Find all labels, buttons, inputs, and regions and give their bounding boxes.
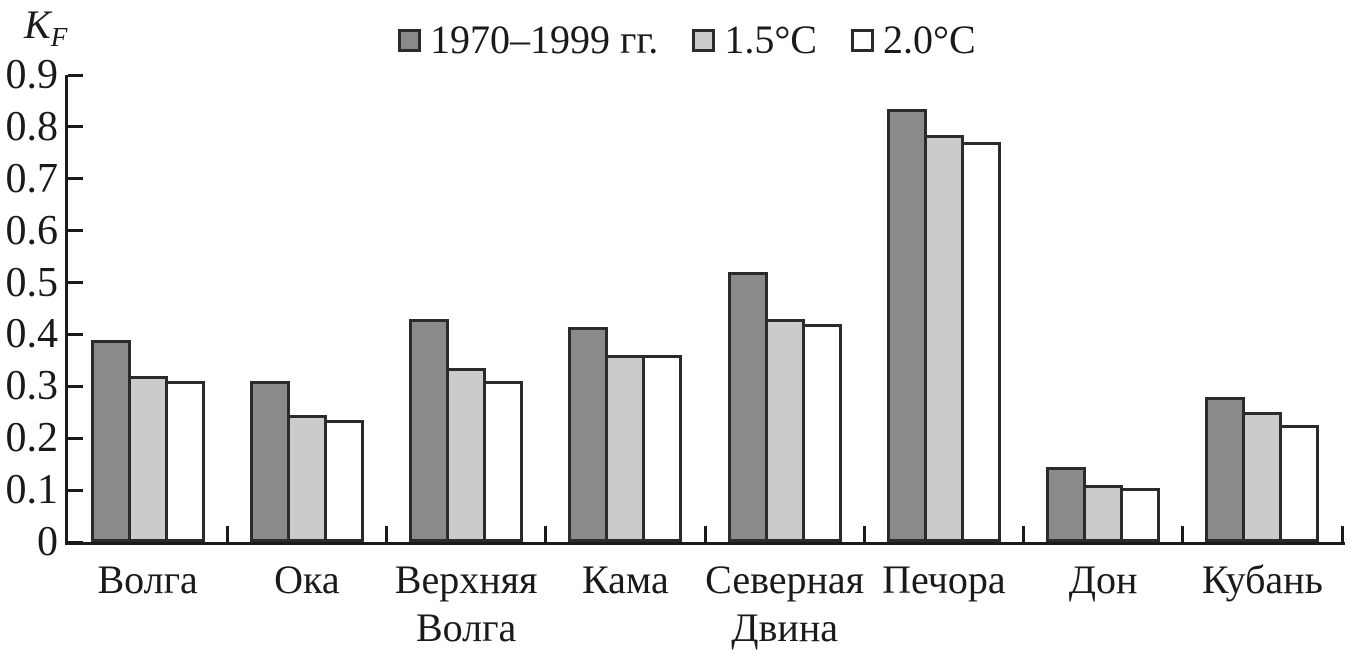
x-category-label: Кама [582, 557, 669, 602]
bar-Ока-1.5°C [286, 415, 327, 542]
legend-label: 1.5°C [724, 17, 817, 62]
legend-item-3: 2.0°C [851, 18, 976, 62]
y-axis-tick [68, 332, 83, 336]
x-category-label: Печора [882, 557, 1006, 602]
bar-Волга-1970–1999 гг. [90, 340, 131, 542]
x-axis-line [65, 542, 1345, 545]
legend-swatch-icon [692, 28, 716, 52]
bar-Кама-1.5°C [605, 355, 646, 542]
legend-swatch-icon [851, 28, 874, 52]
y-axis-tick [68, 436, 83, 440]
x-category-label: Волга [97, 557, 198, 602]
bar-Ока-1970–1999 гг. [249, 381, 290, 542]
legend-item-2: 1.5°C [692, 18, 817, 62]
bar-Северная Двина-1.5°C [764, 319, 805, 542]
bar-Дон-1970–1999 гг. [1046, 467, 1087, 542]
bar-Кубань-1.5°C [1242, 412, 1283, 542]
y-tick-label: 0.9 [5, 52, 59, 98]
x-category-label: Ока [274, 557, 340, 602]
y-axis-tick [68, 177, 83, 181]
y-axis-tick [68, 488, 83, 492]
x-axis-tick [1022, 526, 1025, 542]
y-tick-label: 0.3 [5, 363, 59, 410]
legend-item-1: 1970–1999 гг. [398, 18, 658, 62]
bar-Волга-2.0°C [164, 381, 205, 542]
bar-Кама-1970–1999 гг. [568, 327, 609, 542]
x-category-label: Кубань [1201, 557, 1323, 602]
x-category-label: Верхняя Волга [394, 557, 538, 650]
y-axis-tick [68, 384, 83, 388]
bar-Кама-2.0°C [642, 355, 683, 542]
bar-Печора-1970–1999 гг. [886, 109, 927, 542]
bar-Верхняя Волга-1970–1999 гг. [409, 319, 450, 542]
y-tick-label: 0.1 [5, 467, 59, 514]
y-axis-tick [68, 73, 83, 77]
bar-Дон-2.0°C [1120, 488, 1161, 542]
legend-swatch-icon [398, 28, 421, 52]
y-tick-label: 0.4 [5, 311, 59, 358]
y-axis-title: KF [24, 2, 67, 60]
y-axis-tick [68, 281, 83, 285]
bar-Верхняя Волга-1.5°C [446, 368, 487, 542]
bar-Северная Двина-2.0°C [801, 324, 842, 542]
bar-Кубань-2.0°C [1279, 425, 1320, 542]
bar-Северная Двина-1970–1999 гг. [727, 272, 768, 542]
bar-Волга-1.5°C [127, 376, 168, 542]
x-category-label: Дон [1068, 557, 1138, 602]
x-axis-tick [385, 526, 388, 542]
y-tick-label: 0.8 [5, 103, 59, 150]
chart-legend: 1970–1999 гг. 1.5°C 2.0°C [398, 18, 976, 62]
bar-Печора-1.5°C [923, 135, 964, 542]
y-tick-label: 0.6 [5, 207, 59, 254]
y-tick-label: 0 [37, 519, 58, 565]
y-tick-label: 0.2 [5, 415, 59, 462]
bar-Печора-2.0°C [960, 142, 1001, 542]
y-axis-tick [68, 229, 83, 233]
y-axis-title-symbol: K [24, 2, 51, 47]
x-axis-tick [225, 526, 229, 542]
x-axis-tick [1181, 526, 1185, 542]
y-axis-title-subscript: F [50, 22, 68, 52]
x-axis-tick [862, 526, 866, 542]
bar-Верхняя Волга-2.0°C [483, 381, 524, 542]
y-axis-tick [68, 540, 83, 544]
y-tick-label: 0.7 [5, 155, 59, 202]
x-axis-tick [703, 526, 707, 542]
x-axis-tick [544, 526, 548, 542]
x-axis-tick [1340, 526, 1344, 542]
x-category-label: Северная Двина [705, 557, 865, 650]
y-axis-tick [68, 125, 83, 129]
bar-Кубань-1970–1999 гг. [1205, 397, 1246, 542]
legend-label: 2.0°C [883, 17, 976, 62]
legend-label: 1970–1999 гг. [430, 17, 659, 62]
bar-Дон-1.5°C [1083, 485, 1124, 542]
y-axis-line [65, 75, 68, 545]
bar-Ока-2.0°C [323, 420, 364, 542]
y-tick-label: 0.5 [5, 259, 59, 306]
